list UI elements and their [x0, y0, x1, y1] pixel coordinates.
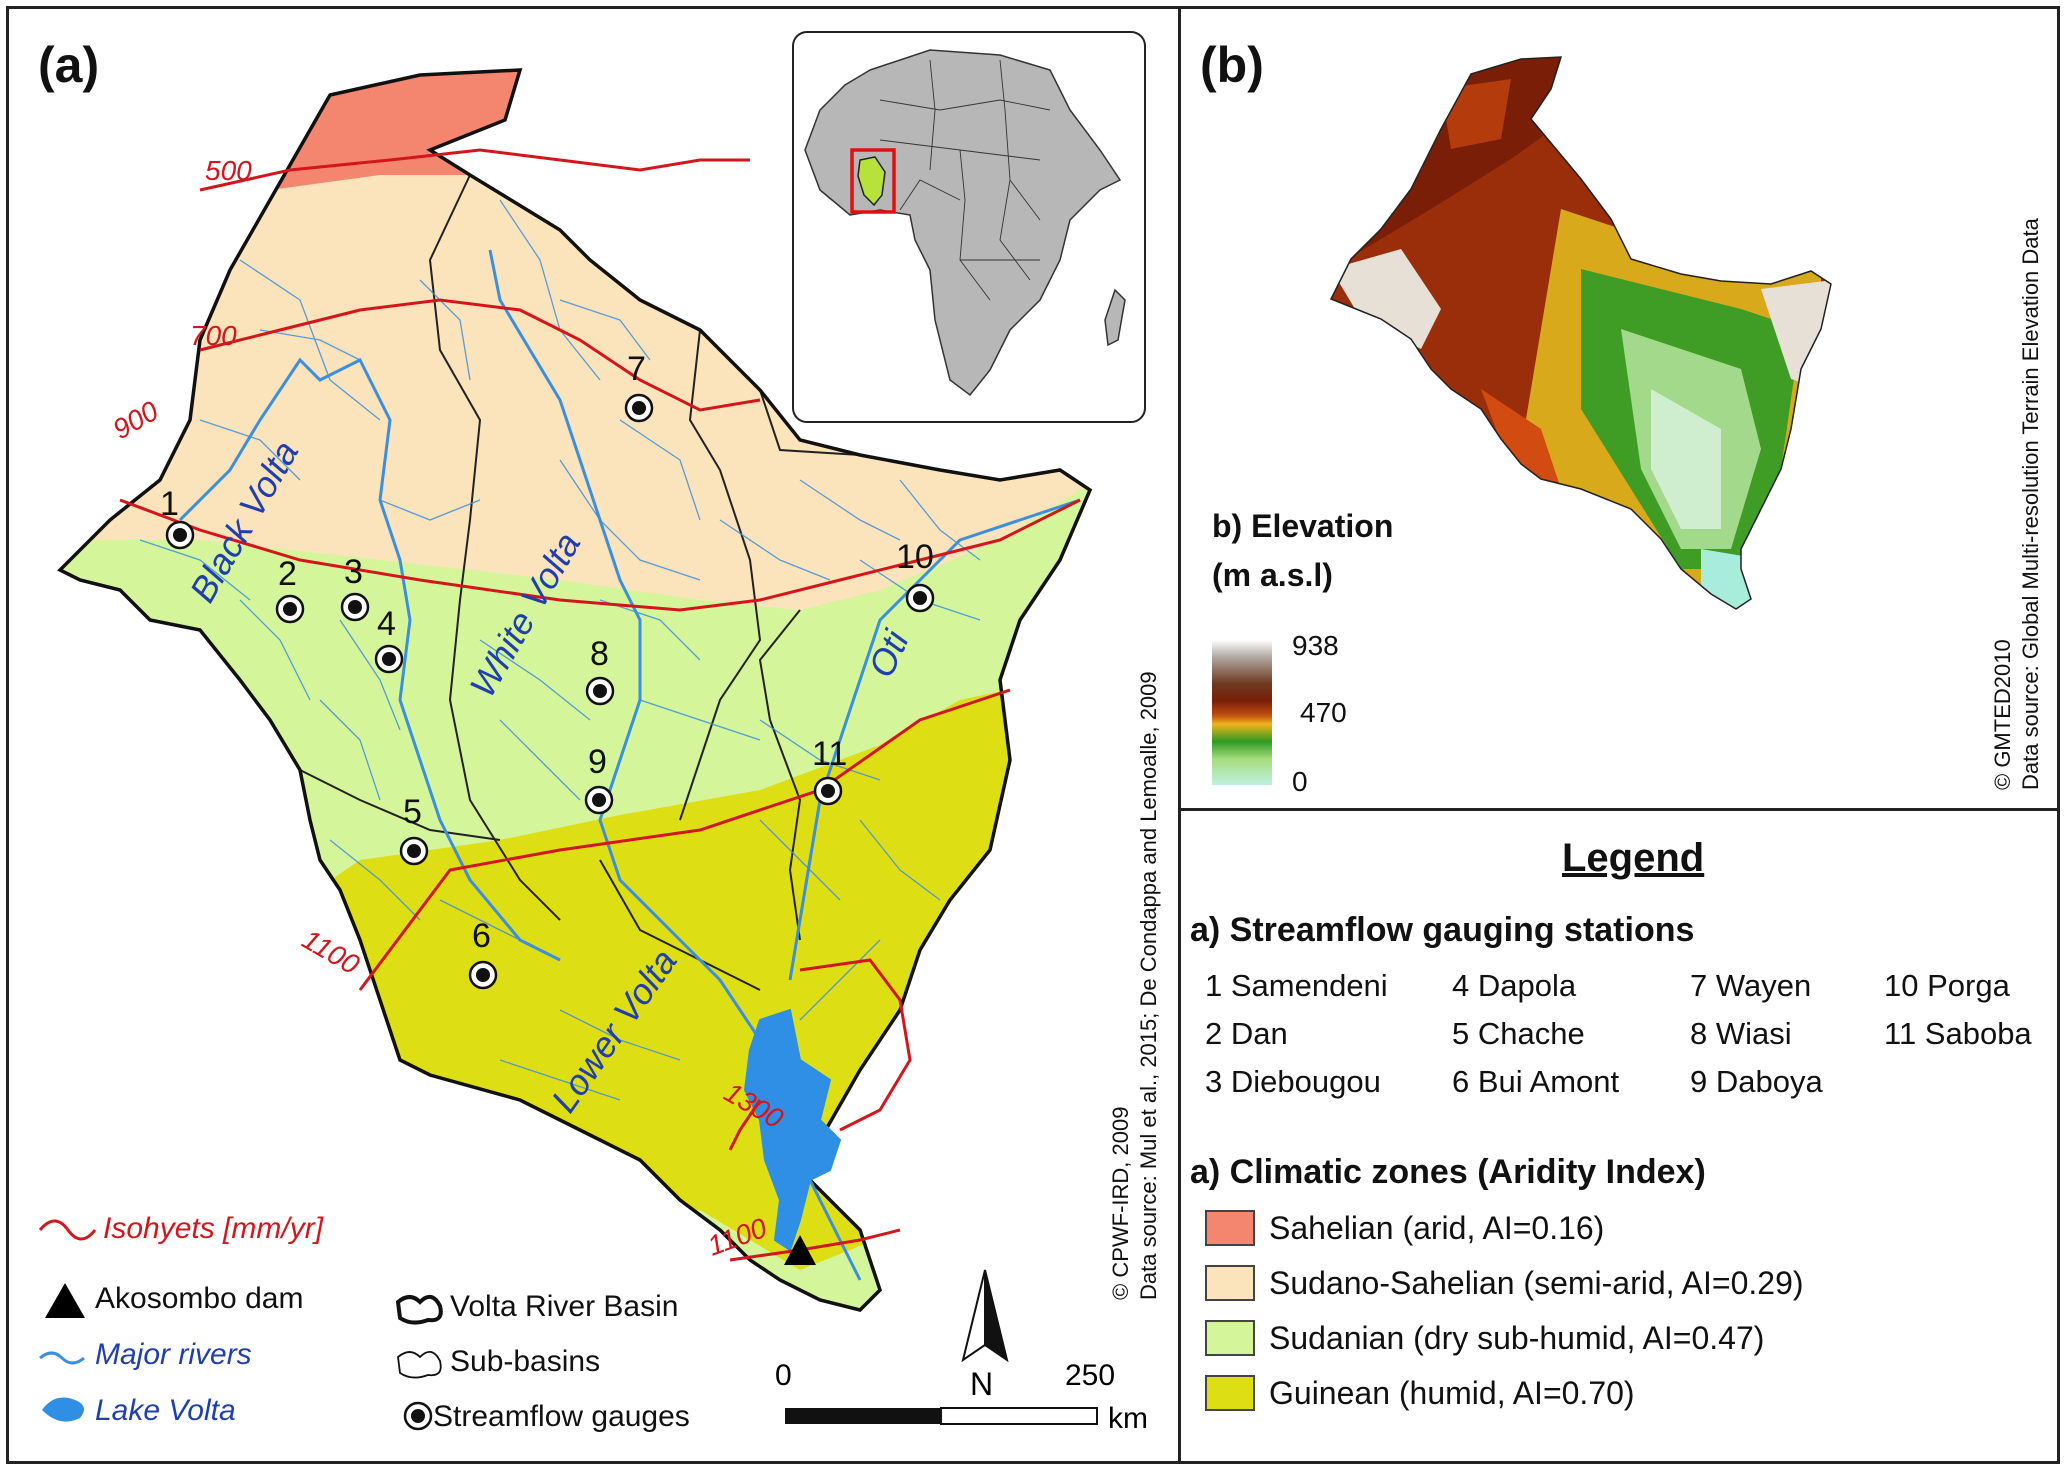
- gauge-1[interactable]: 1: [160, 485, 195, 550]
- zone-swatch-sahelian: [1205, 1210, 1255, 1246]
- akosombo-dam-marker: [784, 1235, 816, 1265]
- scale-end-label: 250: [1065, 1359, 1115, 1392]
- station-5: 5 Chache: [1452, 1016, 1585, 1051]
- isohyet-lines: [119, 148, 1081, 1262]
- inset-volta-basin: [857, 156, 886, 207]
- subbasin-legend-symbol: [397, 1351, 442, 1379]
- panel-a-credit-1: © CPWF-IRD, 2009: [1108, 1106, 1133, 1300]
- river-legend-symbol: [39, 1351, 85, 1365]
- elevation-tick-max: 938: [1292, 630, 1339, 661]
- scale-start-label: 0: [775, 1359, 792, 1392]
- volta-basin-map: 500 700 900 1100 1300 1100 Black Volta W…: [38, 31, 1148, 1435]
- africa-continent: [804, 49, 1122, 397]
- scale-unit-label: km: [1108, 1402, 1148, 1435]
- station-3: 3 Diebougou: [1205, 1064, 1381, 1099]
- zone-row-sudano-sahelian: Sudano-Sahelian (semi-arid, AI=0.29): [1205, 1263, 1804, 1303]
- elevation-title-line-1: b) Elevation: [1212, 508, 1394, 544]
- elevation-colorbar: [1212, 640, 1272, 785]
- legend-title: Legend: [1562, 836, 1705, 880]
- svg-text:8: 8: [590, 635, 609, 673]
- gauge-4[interactable]: 4: [374, 605, 404, 674]
- volta-basin-outline: [57, 68, 1093, 1312]
- scale-bar: [785, 1407, 1098, 1425]
- elevation-tick-min: 0: [1292, 766, 1308, 797]
- isohyet-label-700: 700: [190, 320, 237, 351]
- gauge-7[interactable]: 7: [624, 350, 654, 423]
- panel-b-label: (b): [1200, 37, 1264, 93]
- station-1: 1 Samendeni: [1205, 968, 1388, 1003]
- zone-row-sudanian: Sudanian (dry sub-humid, AI=0.47): [1205, 1318, 1764, 1358]
- gauge-5[interactable]: 5: [399, 793, 429, 866]
- dam-legend-symbol: [45, 1283, 85, 1318]
- station-9: 9 Daboya: [1690, 1064, 1823, 1099]
- zone-row-sahelian: Sahelian (arid, AI=0.16): [1205, 1208, 1604, 1248]
- isohyet-label-900: 900: [108, 395, 164, 445]
- svg-text:3: 3: [344, 553, 363, 591]
- isohyet-label-1100-west: 1100: [297, 923, 365, 980]
- north-label: N: [970, 1366, 993, 1402]
- station-6: 6 Bui Amont: [1452, 1064, 1620, 1099]
- svg-text:2: 2: [278, 555, 297, 593]
- station-10: 10 Porga: [1884, 968, 2010, 1003]
- panel-a-credit-2: Data source: Mul et al., 2015; De Condap…: [1136, 671, 1161, 1300]
- zone-label-sahelian: Sahelian (arid, AI=0.16): [1269, 1209, 1605, 1246]
- gauge-2[interactable]: 2: [275, 555, 305, 624]
- svg-text:5: 5: [403, 793, 422, 831]
- zone-label-guinean: Guinean (humid, AI=0.70): [1269, 1374, 1635, 1411]
- legend-major-rivers: Major rivers: [95, 1338, 252, 1371]
- streamflow-gauges: 1 2 3 4 5 6 7 8 9 10 11: [160, 350, 935, 990]
- station-7: 7 Wayen: [1690, 968, 1812, 1003]
- station-11: 11 Saboba: [1884, 1016, 2032, 1051]
- panel-a-label: (a): [38, 37, 100, 93]
- legend-volta-river-basin: Volta River Basin: [450, 1290, 679, 1323]
- svg-text:9: 9: [588, 743, 607, 781]
- svg-text:1: 1: [160, 485, 179, 523]
- station-4: 4 Dapola: [1452, 968, 1577, 1003]
- zone-label-sudanian: Sudanian (dry sub-humid, AI=0.47): [1269, 1319, 1765, 1356]
- svg-text:7: 7: [627, 350, 646, 388]
- north-arrow: [961, 1269, 1009, 1363]
- svg-text:6: 6: [472, 917, 491, 955]
- gauge-11[interactable]: 11: [812, 735, 847, 806]
- legend-akosombo-dam: Akosombo dam: [95, 1282, 304, 1315]
- zone-label-sudano-sahelian: Sudano-Sahelian (semi-arid, AI=0.29): [1269, 1264, 1804, 1301]
- gauge-9[interactable]: 9: [584, 743, 614, 815]
- legend-lake-volta: Lake Volta: [95, 1394, 236, 1427]
- gauge-legend-symbol: [403, 1401, 433, 1431]
- gauge-10[interactable]: 10: [896, 538, 935, 613]
- legend-isohyets: Isohyets [mm/yr]: [103, 1212, 324, 1245]
- panel-divider-horizontal: [1178, 808, 2060, 811]
- zone-swatch-guinean: [1205, 1375, 1255, 1411]
- minor-streams: [139, 199, 981, 1101]
- isohyet-label-500: 500: [205, 155, 252, 186]
- zone-swatch-sudanian: [1205, 1320, 1255, 1356]
- svg-text:11: 11: [812, 735, 847, 773]
- svg-text:10: 10: [896, 538, 934, 576]
- zones-heading: a) Climatic zones (Aridity Index): [1190, 1153, 1706, 1191]
- zone-row-guinean: Guinean (humid, AI=0.70): [1205, 1373, 1635, 1413]
- isohyet-legend-symbol: [38, 1219, 97, 1241]
- panel-b-credit-2: Data source: Global Multi-resolution Ter…: [2018, 218, 2043, 790]
- gauge-3[interactable]: 3: [340, 553, 370, 622]
- figure-frame: [6, 6, 2060, 1464]
- zone-swatch-sudano-sahelian: [1205, 1265, 1255, 1301]
- elevation-tick-mid: 470: [1300, 697, 1347, 728]
- basin-legend-symbol: [395, 1294, 443, 1325]
- stations-heading: a) Streamflow gauging stations: [1190, 911, 1695, 949]
- elevation-map: [1329, 56, 1832, 610]
- africa-inset: [792, 31, 1146, 423]
- inset-locator-box: [850, 148, 896, 214]
- lake-legend-symbol: [42, 1397, 84, 1422]
- station-2: 2 Dan: [1205, 1016, 1288, 1051]
- madagascar: [1104, 288, 1126, 347]
- legend-streamflow-gauges: Streamflow gauges: [433, 1400, 690, 1433]
- legend-sub-basins: Sub-basins: [450, 1345, 601, 1378]
- panel-b-credit-1: © GMTED2010: [1990, 639, 2015, 790]
- panel-divider-vertical: [1178, 6, 1181, 1464]
- gauge-6[interactable]: 6: [468, 917, 498, 990]
- gauge-8[interactable]: 8: [585, 635, 615, 706]
- svg-text:4: 4: [377, 605, 396, 643]
- station-8: 8 Wiasi: [1690, 1016, 1792, 1051]
- elevation-title-line-2: (m a.s.l): [1212, 557, 1333, 593]
